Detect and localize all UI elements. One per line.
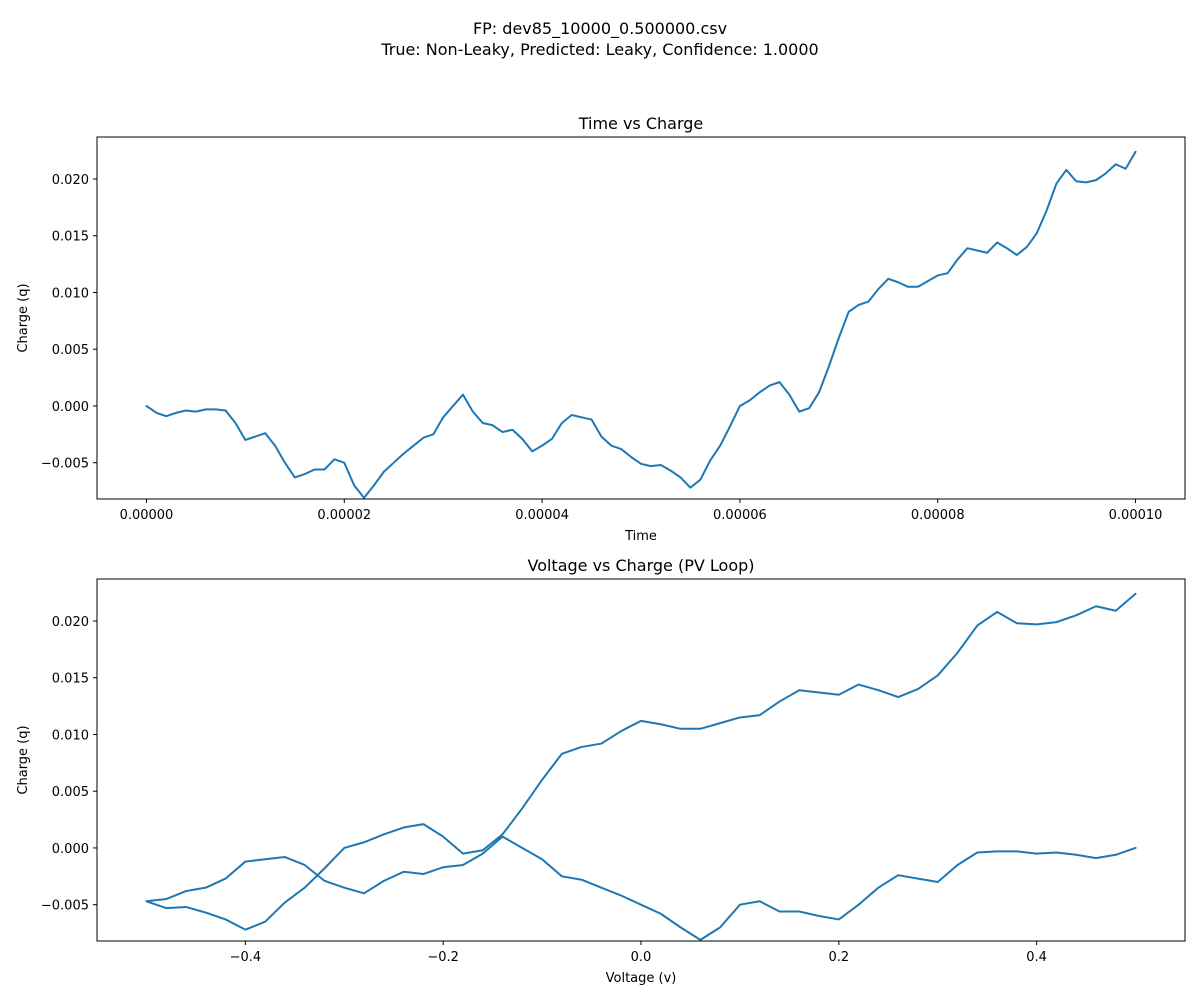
time-vs-charge-x-axis-label: Time: [624, 529, 657, 544]
time-vs-charge-y-tick-label: −0.005: [41, 457, 89, 472]
pv-loop-x-tick-label: 0.4: [1026, 950, 1047, 965]
pv-loop-x-axis-label: Voltage (v): [606, 971, 677, 986]
time-vs-charge-x-tick-label: 0.00004: [515, 508, 569, 523]
time-vs-charge-frame: [96, 136, 1186, 500]
time-vs-charge-x-tick-label: 0.00000: [120, 508, 174, 523]
time-vs-charge-y-tick-label: 0.015: [52, 230, 89, 245]
pv-loop-y-tick-label: 0.010: [52, 728, 89, 743]
pv-loop-plot-area: [145, 592, 1137, 941]
pv-loop-x-tick-label: 0.2: [828, 950, 849, 965]
pv-loop-y-tick-label: 0.015: [52, 672, 89, 687]
time-vs-charge-x-tick-label: 0.00002: [317, 508, 371, 523]
pv-loop-x-tick-label: 0.0: [631, 950, 652, 965]
time-vs-charge-x-tick-label: 0.00010: [1109, 508, 1163, 523]
time-vs-charge-x-tick-label: 0.00008: [911, 508, 965, 523]
pv-loop-y-tick-label: 0.000: [52, 842, 89, 857]
figure-suptitle-line1: FP: dev85_10000_0.500000.csv: [473, 19, 727, 39]
pv-loop-series-line-0: [145, 592, 1137, 941]
time-vs-charge-plot-area: [145, 150, 1137, 499]
time-vs-charge-x-tick-label: 0.00006: [713, 508, 767, 523]
time-vs-charge-chart: Time vs Charge Time Charge (q) 0.00000 0.…: [16, 114, 1186, 544]
pv-loop-y-axis-label: Charge (q): [16, 725, 31, 794]
pv-loop-chart: Voltage vs Charge (PV Loop) Voltage (v) …: [16, 556, 1186, 986]
pv-loop-x-tick-label: −0.2: [427, 950, 459, 965]
time-vs-charge-series-line-0: [145, 150, 1137, 499]
figure-suptitle-line2: True: Non-Leaky, Predicted: Leaky, Confi…: [380, 40, 818, 59]
time-vs-charge-y-tick-label: 0.020: [52, 173, 89, 188]
time-vs-charge-y-tick-label: 0.005: [52, 343, 89, 358]
pv-loop-y-tick-label: 0.005: [52, 785, 89, 800]
pv-loop-y-tick-label: 0.020: [52, 615, 89, 630]
pv-loop-y-tick-label: −0.005: [41, 899, 89, 914]
time-vs-charge-title: Time vs Charge: [578, 114, 704, 133]
pv-loop-x-tick-label: −0.4: [230, 950, 262, 965]
pv-loop-frame: [96, 578, 1186, 942]
pv-loop-title: Voltage vs Charge (PV Loop): [527, 556, 754, 575]
time-vs-charge-y-tick-label: 0.000: [52, 400, 89, 415]
time-vs-charge-y-axis-label: Charge (q): [16, 283, 31, 352]
time-vs-charge-y-tick-label: 0.010: [52, 286, 89, 301]
